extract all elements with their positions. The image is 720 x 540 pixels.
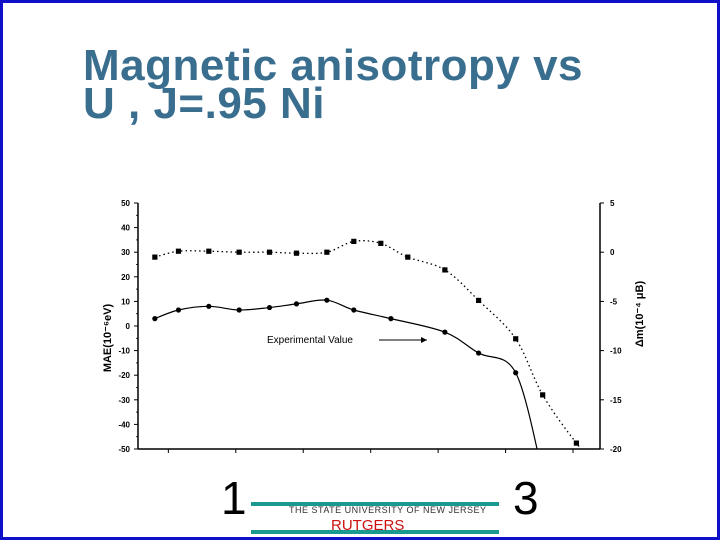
right-tick-label: 0: [610, 248, 615, 257]
dm-data-point: [442, 267, 448, 273]
mae-data-point: [236, 307, 242, 313]
experimental-value-annotation: Experimental Value: [267, 335, 353, 346]
mae-data-point: [513, 370, 519, 376]
footer-rule-top: [251, 502, 499, 506]
left-tick-label: -50: [118, 445, 130, 454]
y-axis-label: MAE(10⁻⁶eV): [102, 304, 114, 373]
mae-data-point: [388, 316, 394, 322]
mae-data-point: [266, 304, 273, 311]
title-line-2: U , J=.95 Ni: [83, 79, 326, 128]
footer-rule-bottom: [251, 530, 499, 534]
footer-number-left: 1: [221, 472, 247, 524]
dm-data-point: [175, 248, 182, 254]
dm-data-point: [236, 249, 242, 255]
right-tick-label: -10: [610, 347, 622, 356]
annotation-arrow-head: [421, 337, 427, 343]
rutgers-logo-text: RUTGERS: [331, 517, 405, 534]
left-tick-label: -10: [118, 347, 130, 356]
dm-data-point: [513, 336, 519, 342]
mae-data-point: [152, 316, 158, 322]
dm-data-point: [540, 392, 546, 398]
right-tick-label: 5: [610, 199, 615, 208]
mae-data-point: [293, 301, 300, 307]
right-tick-label: -15: [610, 396, 622, 405]
dm-data-point: [206, 248, 212, 254]
left-tick-label: 20: [121, 273, 130, 282]
right-tick-label: -5: [610, 297, 618, 306]
left-tick-label: 0: [126, 322, 131, 331]
left-tick-label: 40: [121, 224, 130, 233]
dm-data-point: [324, 249, 330, 255]
mae-data-point: [206, 303, 212, 309]
mae-chart: 50403020100-10-20-30-40-5050-5-10-15-20M…: [102, 199, 646, 454]
mae-data-point: [442, 329, 448, 335]
y2-axis-label: Δm(10⁻⁴ μB): [634, 281, 646, 348]
mae-data-point: [475, 350, 482, 356]
dm-series-line: [154, 240, 583, 449]
dm-data-point: [573, 440, 579, 446]
left-tick-label: -20: [118, 371, 130, 380]
left-tick-label: 50: [121, 199, 130, 208]
left-tick-label: -40: [118, 420, 130, 429]
dm-data-point: [475, 297, 482, 304]
left-tick-label: 10: [121, 297, 130, 306]
slide-title: Magnetic anisotropy vs U , J=.95 Ni: [83, 41, 584, 128]
mae-data-point: [175, 307, 182, 313]
left-tick-label: -30: [118, 396, 130, 405]
mae-series-line: [154, 299, 538, 449]
left-tick-label: 30: [121, 248, 130, 257]
title-line-1: Magnetic anisotropy vs: [83, 41, 584, 90]
dm-data-point: [266, 249, 273, 255]
mae-data-point: [324, 297, 330, 303]
dm-data-point: [405, 254, 411, 260]
mae-data-point: [351, 307, 357, 313]
dm-data-point: [378, 240, 384, 246]
right-tick-label: -20: [610, 445, 622, 454]
footer-number-right: 3: [513, 472, 539, 524]
dm-data-point: [293, 250, 300, 256]
dm-data-point: [152, 254, 158, 260]
university-label: THE STATE UNIVERSITY OF NEW JERSEY: [289, 505, 487, 515]
dm-data-point: [351, 238, 357, 244]
